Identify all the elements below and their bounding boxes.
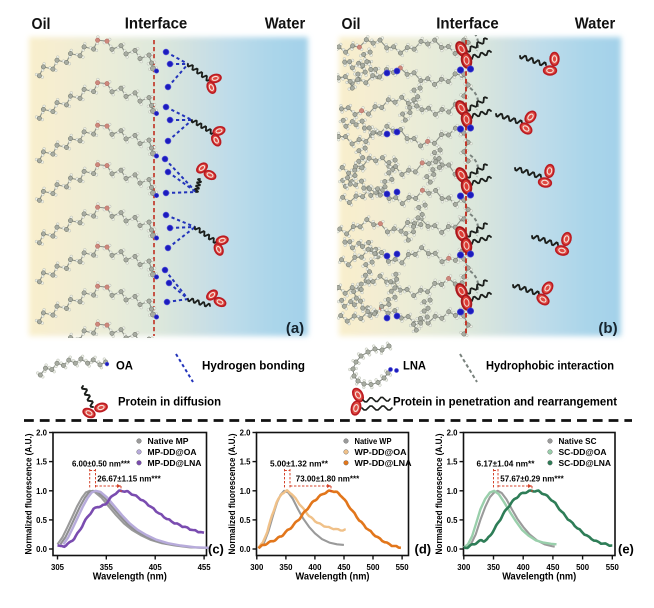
- svg-text:26.67±1.15 nm***: 26.67±1.15 nm***: [97, 474, 161, 484]
- svg-text:SC-DD@LNA: SC-DD@LNA: [559, 459, 612, 468]
- svg-text:(b): (b): [598, 320, 617, 337]
- svg-text:1.0: 1.0: [36, 487, 48, 496]
- svg-text:LNA: LNA: [403, 359, 426, 373]
- svg-text:OA: OA: [116, 359, 133, 373]
- svg-text:500: 500: [576, 563, 590, 572]
- svg-text:0.5: 0.5: [447, 516, 459, 525]
- svg-text:Interface: Interface: [436, 16, 499, 33]
- svg-text:57.67±0.29 nm***: 57.67±0.29 nm***: [500, 474, 564, 484]
- svg-text:2.0: 2.0: [36, 429, 48, 438]
- svg-text:500: 500: [366, 563, 380, 572]
- svg-text:Protein in penetration and rea: Protein in penetration and rearrangement: [393, 395, 617, 409]
- svg-text:450: 450: [337, 563, 351, 572]
- svg-text:550: 550: [606, 563, 620, 572]
- svg-text:6.17±1.04 nm**: 6.17±1.04 nm**: [477, 459, 536, 469]
- svg-text:(e): (e): [618, 542, 634, 557]
- svg-text:355: 355: [100, 563, 114, 572]
- svg-text:Hydrogen bonding: Hydrogen bonding: [202, 359, 305, 373]
- svg-text:Wavelength (nm): Wavelength (nm): [93, 572, 167, 583]
- svg-text:6.00±0.50 nm***: 6.00±0.50 nm***: [72, 459, 131, 469]
- svg-text:SC-DD@OA: SC-DD@OA: [559, 448, 607, 457]
- svg-text:MP-DD@OA: MP-DD@OA: [148, 448, 197, 457]
- svg-text:350: 350: [279, 563, 293, 572]
- svg-text:Normalized fluorescence (A.U.): Normalized fluorescence (A.U.): [227, 434, 238, 555]
- svg-text:Water: Water: [265, 16, 306, 33]
- svg-text:Hydrophobic interaction: Hydrophobic interaction: [486, 359, 614, 373]
- svg-text:Oil: Oil: [342, 16, 361, 33]
- svg-text:73.00±1.80 nm***: 73.00±1.80 nm***: [296, 474, 360, 484]
- svg-text:Native SC: Native SC: [559, 437, 597, 446]
- svg-text:Interface: Interface: [125, 16, 188, 33]
- svg-text:450: 450: [546, 563, 560, 572]
- svg-text:455: 455: [198, 563, 212, 572]
- svg-text:0.5: 0.5: [240, 516, 252, 525]
- svg-text:400: 400: [517, 563, 531, 572]
- svg-text:Normalized fluorescence (A.U.): Normalized fluorescence (A.U.): [434, 434, 445, 555]
- svg-text:1.0: 1.0: [447, 487, 459, 496]
- svg-text:Oil: Oil: [32, 16, 51, 33]
- svg-text:350: 350: [487, 563, 501, 572]
- svg-text:0.5: 0.5: [36, 516, 48, 525]
- svg-text:(c): (c): [208, 542, 224, 557]
- svg-text:405: 405: [149, 563, 163, 572]
- svg-text:0.0: 0.0: [36, 545, 48, 554]
- svg-text:1.0: 1.0: [240, 487, 252, 496]
- svg-text:300: 300: [457, 563, 471, 572]
- svg-text:MP-DD@LNA: MP-DD@LNA: [148, 459, 202, 468]
- svg-text:Normalized fluorescence (A.U.): Normalized fluorescence (A.U.): [24, 434, 35, 555]
- svg-text:1.5: 1.5: [447, 458, 459, 467]
- svg-text:550: 550: [396, 563, 410, 572]
- svg-text:1.5: 1.5: [36, 458, 48, 467]
- svg-text:400: 400: [308, 563, 322, 572]
- svg-text:(d): (d): [415, 542, 432, 557]
- svg-text:5.00±1.32 nm**: 5.00±1.32 nm**: [270, 459, 329, 469]
- svg-text:Protein in diffusion: Protein in diffusion: [118, 395, 221, 409]
- svg-text:2.0: 2.0: [447, 429, 459, 438]
- svg-text:1.5: 1.5: [240, 458, 252, 467]
- svg-text:2.0: 2.0: [240, 429, 252, 438]
- svg-text:305: 305: [51, 563, 65, 572]
- svg-text:0.0: 0.0: [447, 545, 459, 554]
- svg-text:Native WP: Native WP: [355, 437, 392, 446]
- svg-text:WP-DD@OA: WP-DD@OA: [355, 448, 407, 457]
- svg-text:300: 300: [250, 563, 264, 572]
- svg-text:Water: Water: [575, 16, 616, 33]
- svg-text:0.0: 0.0: [240, 545, 252, 554]
- svg-text:WP-DD@LNA: WP-DD@LNA: [355, 459, 412, 468]
- svg-text:Wavelength (nm): Wavelength (nm): [502, 572, 576, 583]
- svg-text:Native MP: Native MP: [148, 437, 190, 446]
- svg-text:Wavelength (nm): Wavelength (nm): [296, 572, 370, 583]
- svg-text:(a): (a): [286, 320, 304, 337]
